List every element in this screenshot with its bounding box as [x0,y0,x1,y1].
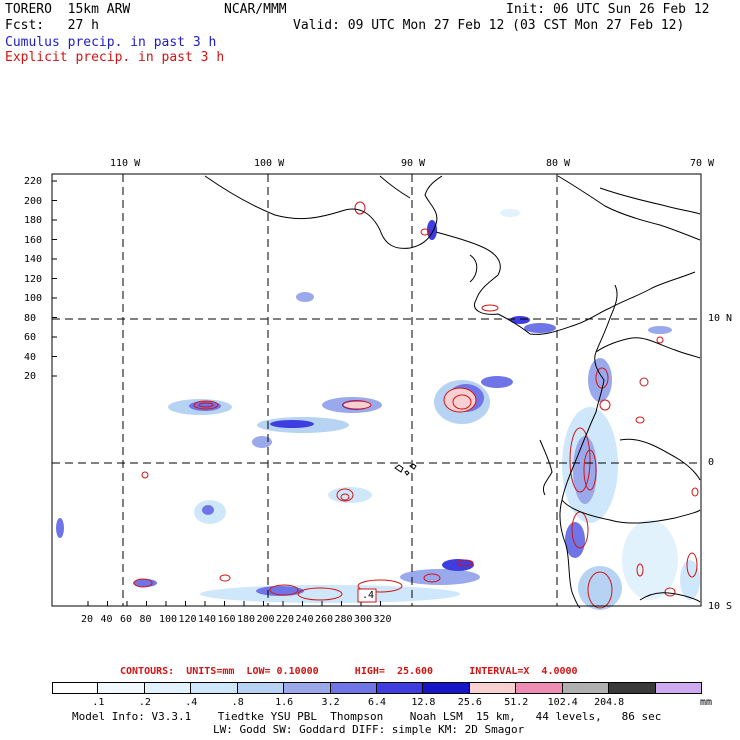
x-tick-label: 40 [100,614,113,625]
colorbar-level-label: 6.4 [367,697,387,708]
x-tick-label: 300 [354,614,373,625]
x-tick-label: 180 [237,614,256,625]
colorbar-swatch [330,682,377,694]
lat-label: 10 S [708,601,733,612]
y-tick-label: 60 [24,332,37,343]
y-tick-label: 140 [24,254,43,265]
colorbar-swatch [516,682,563,694]
colorbar-swatch [377,682,424,694]
lon-label: 80 W [546,158,571,169]
coastlines [204,175,701,609]
contour-box-value: .4 [362,590,375,601]
x-tick-label: 80 [139,614,152,625]
map-frame [51,173,702,607]
x-tick-label: 320 [373,614,392,625]
y-tick-label: 200 [24,195,43,207]
colorbar-swatch [191,682,238,694]
colorbar-level-label: 25.6 [457,697,482,708]
model-info-line1: Model Info: V3.3.1 Tiedtke YSU PBL Thomp… [72,710,662,723]
x-tick-label: 220 [276,614,295,625]
colorbar-level-label: 102.4 [547,697,578,708]
axis-ticks [52,180,381,606]
colorbar-swatch [52,682,99,694]
organization: NCAR/MMM [224,2,287,17]
x-tick-label: 20 [81,614,94,625]
colorbar-swatch [469,682,517,694]
x-tick-label: 240 [295,614,314,625]
y-tick-label: 40 [24,351,37,363]
lon-label: 110 W [110,158,141,169]
model-title: TORERO 15km ARW [5,2,131,17]
x-tick-label: 260 [315,614,334,625]
explicit-precip-contours [133,201,699,609]
x-tick-label: 200 [256,614,275,625]
y-tick-label: 160 [24,234,43,246]
colorbar-unit: mm [700,697,713,708]
y-tick-label: 100 [24,293,43,304]
y-tick-label: 220 [24,176,43,187]
colorbar-level-label: 1.6 [275,697,294,708]
model-info-line2: LW: Godd SW: Goddard DIFF: simple KM: 2D… [213,723,525,736]
cumulus-precip-label: Cumulus precip. in past 3 h [5,35,217,50]
colorbar-level-label: .4 [185,697,198,708]
x-tick-label: 120 [178,614,197,625]
x-tick-label: 160 [217,614,236,625]
forecast-hour: Fcst: 27 h [5,18,99,33]
x-tick-label: 100 [159,614,178,625]
colorbar-swatch [284,682,331,694]
colorbar-level-label: 204.8 [594,697,625,708]
lon-label: 70 W [690,158,715,169]
y-tick-label: 120 [24,273,43,285]
explicit-precip-label: Explicit precip. in past 3 h [5,50,225,65]
colorbar-level-label: .1 [92,697,105,708]
lat-lon-grid [52,174,701,606]
colorbar-frame [52,682,702,694]
colorbar-level-label: 3.2 [321,697,340,708]
colorbar-swatch [609,682,656,694]
lat-label: 10 N [708,313,733,324]
colorbar-swatch [98,682,145,694]
contours-legend: CONTOURS: UNITS=mm LOW= 0.10000 HIGH= 25… [120,666,578,677]
y-tick-label: 180 [24,215,43,226]
colorbar-swatch [144,682,192,694]
lon-label: 100 W [254,158,285,169]
lon-label: 90 W [401,158,426,169]
colorbar-swatch [423,682,470,694]
contour-label-box [357,588,377,603]
colorbar-swatch [562,682,610,694]
y-tick-label: 80 [24,312,37,324]
init-time: Init: 06 UTC Sun 26 Feb 12 [506,2,710,17]
colorbar-level-label: .8 [231,697,244,708]
colorbar-level-label: 51.2 [504,697,529,708]
lat-label: 0 [708,457,715,468]
valid-time: Valid: 09 UTC Mon 27 Feb 12 (03 CST Mon … [293,18,685,33]
y-tick-label: 20 [24,371,37,382]
colorbar-swatch [237,682,285,694]
x-tick-label: 280 [334,614,353,625]
colorbar-level-label: .2 [138,697,151,708]
colorbar-level-label: 12.8 [411,697,436,708]
x-tick-label: 140 [198,614,217,625]
x-tick-label: 60 [120,614,133,625]
